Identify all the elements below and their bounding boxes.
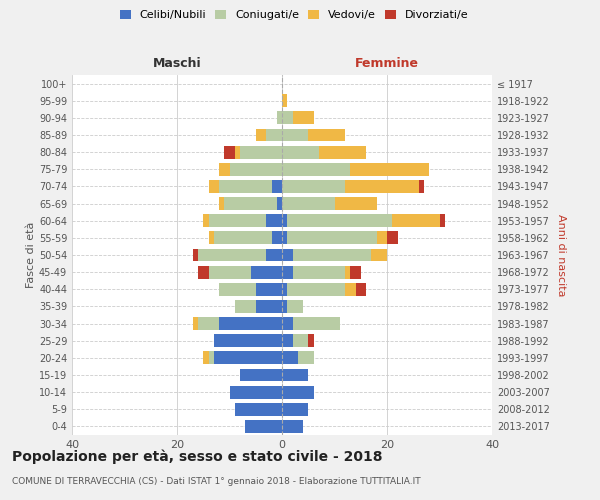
Bar (282, 386, 314, 398)
Bar (287, 232, 377, 244)
Bar (350, 163, 429, 175)
Bar (345, 266, 350, 278)
Bar (293, 334, 308, 347)
Bar (308, 128, 345, 141)
Bar (335, 197, 377, 210)
Bar (224, 146, 235, 158)
Bar (377, 232, 387, 244)
Bar (209, 266, 251, 278)
Bar (214, 334, 282, 347)
Bar (392, 214, 439, 227)
Bar (209, 214, 266, 227)
Bar (293, 248, 371, 262)
Bar (419, 180, 424, 193)
Bar (308, 334, 314, 347)
Text: Maschi: Maschi (152, 57, 202, 70)
Bar (282, 94, 287, 107)
Bar (350, 266, 361, 278)
Bar (235, 300, 256, 313)
Bar (439, 214, 445, 227)
Bar (235, 403, 282, 415)
Bar (282, 163, 350, 175)
Text: COMUNE DI TERRAVECCHIA (CS) - Dati ISTAT 1° gennaio 2018 - Elaborazione TUTTITAL: COMUNE DI TERRAVECCHIA (CS) - Dati ISTAT… (12, 478, 421, 486)
Bar (282, 214, 287, 227)
Bar (282, 180, 345, 193)
Bar (287, 214, 392, 227)
Y-axis label: Anni di nascita: Anni di nascita (556, 214, 566, 296)
Bar (282, 266, 293, 278)
Bar (287, 300, 303, 313)
Bar (271, 232, 282, 244)
Text: Popolazione per età, sesso e stato civile - 2018: Popolazione per età, sesso e stato civil… (12, 450, 383, 464)
Bar (282, 283, 287, 296)
Bar (219, 283, 256, 296)
Bar (282, 300, 287, 313)
Bar (209, 180, 219, 193)
Bar (256, 300, 282, 313)
Bar (293, 317, 340, 330)
Bar (355, 283, 366, 296)
Bar (256, 283, 282, 296)
Bar (282, 128, 308, 141)
Bar (287, 283, 345, 296)
Bar (193, 317, 198, 330)
Bar (214, 352, 282, 364)
Bar (251, 266, 282, 278)
Bar (282, 146, 319, 158)
Bar (266, 214, 282, 227)
Bar (203, 214, 209, 227)
Bar (198, 248, 266, 262)
Bar (282, 317, 293, 330)
Bar (277, 197, 282, 210)
Bar (256, 128, 266, 141)
Bar (266, 248, 282, 262)
Bar (298, 352, 314, 364)
Bar (198, 266, 209, 278)
Bar (219, 163, 229, 175)
Bar (266, 128, 282, 141)
Bar (271, 180, 282, 193)
Bar (209, 352, 214, 364)
Bar (229, 163, 282, 175)
Bar (387, 232, 398, 244)
Bar (219, 197, 224, 210)
Bar (245, 420, 282, 433)
Bar (229, 386, 282, 398)
Y-axis label: Fasce di età: Fasce di età (26, 222, 36, 288)
Bar (235, 146, 240, 158)
Bar (282, 403, 308, 415)
Bar (198, 317, 219, 330)
Bar (282, 197, 335, 210)
Bar (219, 180, 271, 193)
Bar (282, 352, 298, 364)
Bar (293, 266, 345, 278)
Bar (282, 248, 293, 262)
Legend: Celibi/Nubili, Coniugati/e, Vedovi/e, Divorziati/e: Celibi/Nubili, Coniugati/e, Vedovi/e, Di… (115, 6, 473, 25)
Bar (240, 368, 282, 382)
Bar (214, 232, 271, 244)
Bar (282, 112, 293, 124)
Bar (371, 248, 387, 262)
Bar (319, 146, 366, 158)
Bar (277, 112, 282, 124)
Bar (282, 232, 287, 244)
Bar (240, 146, 282, 158)
Bar (345, 180, 419, 193)
Bar (219, 317, 282, 330)
Bar (193, 248, 198, 262)
Bar (282, 368, 308, 382)
Bar (293, 112, 314, 124)
Text: Femmine: Femmine (355, 57, 419, 70)
Bar (282, 420, 303, 433)
Bar (209, 232, 214, 244)
Bar (282, 334, 293, 347)
Bar (203, 352, 209, 364)
Bar (345, 283, 355, 296)
Bar (224, 197, 277, 210)
